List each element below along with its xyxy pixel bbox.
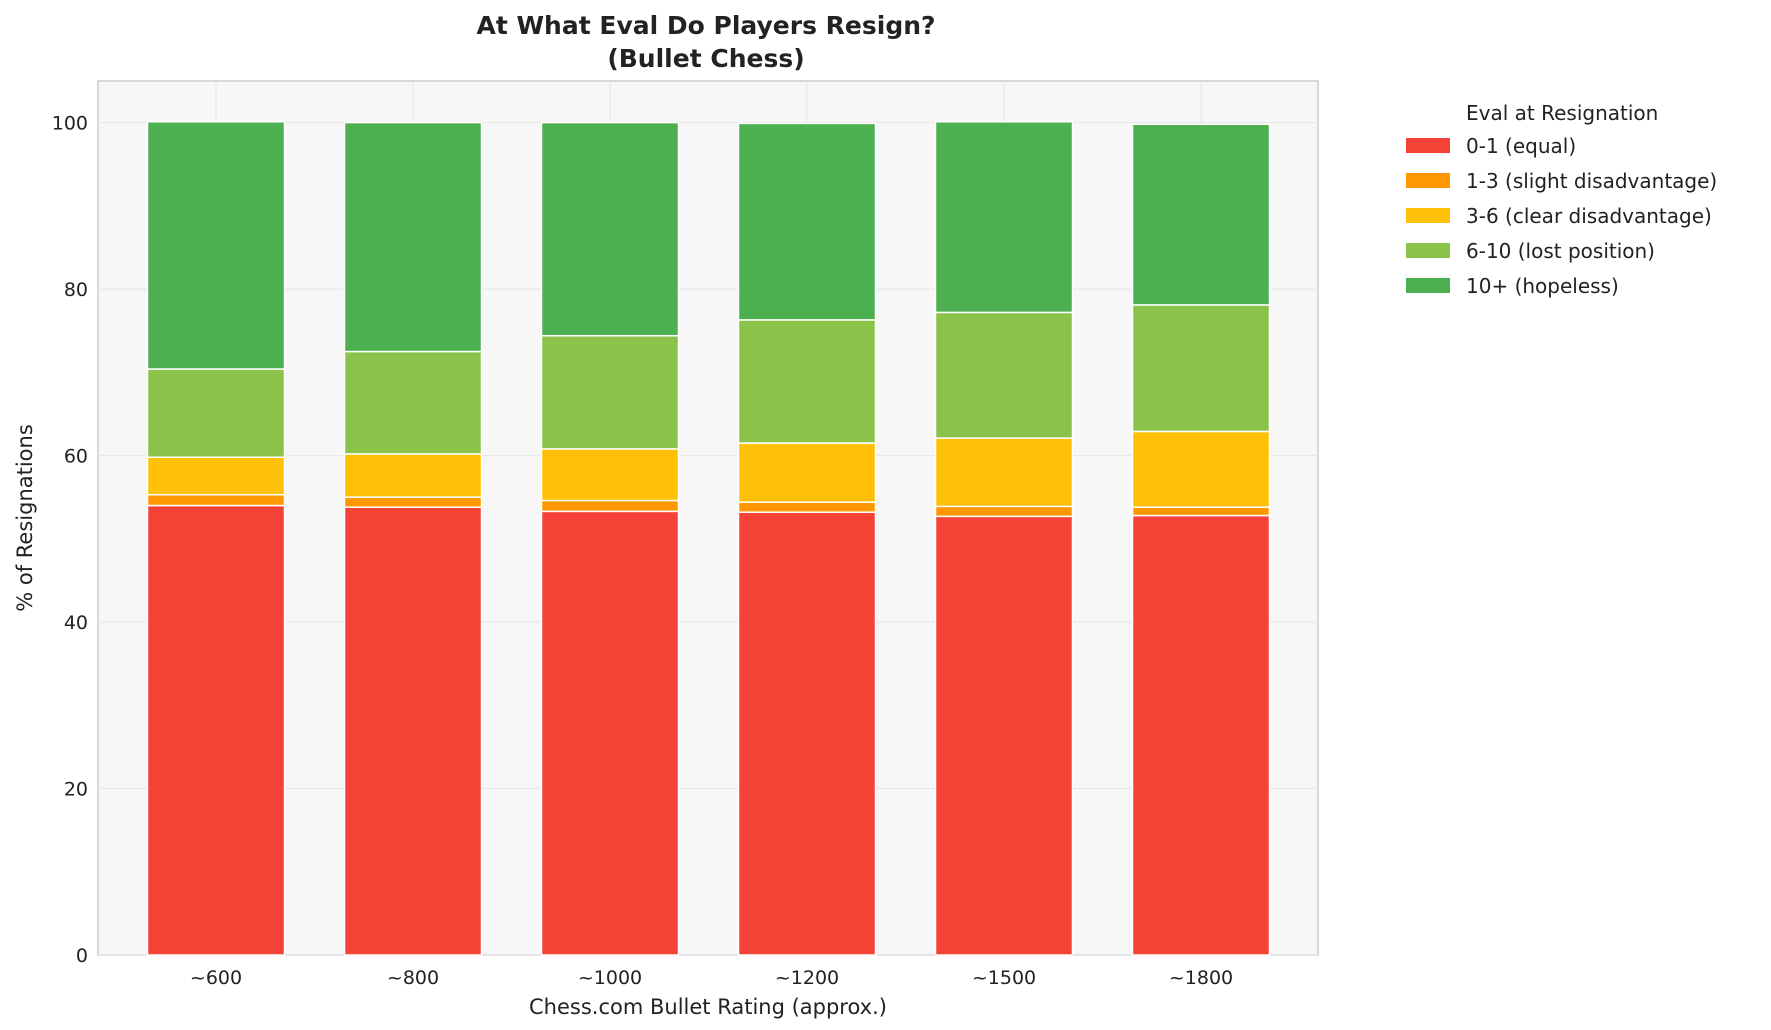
bar-segment [1131, 304, 1271, 433]
bar-segment [737, 442, 877, 503]
legend-swatch [1406, 173, 1450, 188]
bar-segment [540, 510, 680, 956]
bar-segment [934, 121, 1074, 314]
y-tick-label: 80 [64, 279, 88, 301]
bar-segment [1131, 430, 1271, 508]
y-ticks: 0 20 40 60 80 100 [52, 113, 88, 967]
bar-segment [1131, 123, 1271, 306]
bar-segment [1131, 506, 1271, 517]
x-ticks: ~600 ~800 ~1000 ~1200 ~1500 ~1800 [190, 967, 1233, 989]
bar-segment [343, 453, 483, 498]
plot-area [97, 80, 1319, 956]
legend-swatch [1406, 208, 1450, 223]
bar-segment [737, 319, 877, 444]
bar-segment [343, 350, 483, 455]
y-tick-label: 0 [76, 945, 88, 967]
legend-label: 10+ (hopeless) [1466, 274, 1619, 298]
bar-segment [540, 448, 680, 502]
legend-label: 3-6 (clear disadvantage) [1466, 204, 1712, 228]
legend-title: Eval at Resignation [1466, 101, 1658, 125]
legend-label: 6-10 (lost position) [1466, 239, 1655, 263]
y-tick-label: 60 [64, 446, 88, 468]
legend-label: 1-3 (slight disadvantage) [1466, 169, 1717, 193]
legend-swatch [1406, 243, 1450, 258]
x-axis-label: Chess.com Bullet Rating (approx.) [529, 995, 887, 1019]
bar-segment [934, 437, 1074, 508]
y-tick-label: 100 [52, 113, 88, 135]
bar-segment [934, 515, 1074, 956]
bar-segment [737, 511, 877, 956]
bar-segment [737, 501, 877, 513]
bar-segment [146, 493, 286, 507]
y-tick-label: 20 [64, 779, 88, 801]
bar-segment [934, 505, 1074, 518]
x-tick-label: ~800 [387, 967, 439, 989]
y-tick-label: 40 [64, 612, 88, 634]
bar-segment [146, 121, 286, 370]
legend-swatch [1406, 278, 1450, 293]
bar-segment [540, 121, 680, 337]
bar-segment [540, 334, 680, 450]
y-axis-label: % of Resignations [13, 424, 37, 612]
x-tick-label: ~600 [190, 967, 242, 989]
chart-subtitle: (Bullet Chess) [607, 44, 804, 73]
bar-segment [146, 456, 286, 496]
legend-swatch [1406, 138, 1450, 153]
bar-segment [540, 499, 680, 513]
legend-label: 0-1 (equal) [1466, 134, 1576, 158]
bar-segment [343, 496, 483, 508]
bar-segment [934, 311, 1074, 439]
x-tick-label: ~1800 [1169, 967, 1233, 989]
bar-segment [343, 506, 483, 956]
chart-title: At What Eval Do Players Resign? [476, 11, 935, 40]
x-tick-label: ~1200 [775, 967, 839, 989]
bar-segment [343, 121, 483, 353]
bars [146, 121, 1271, 956]
bar-segment [146, 368, 286, 458]
bar-segment [146, 504, 286, 956]
legend: Eval at Resignation 0-1 (equal) 1-3 (slig… [1406, 101, 1717, 298]
x-tick-label: ~1500 [972, 967, 1036, 989]
x-tick-label: ~1000 [578, 967, 642, 989]
bar-segment [1131, 514, 1271, 956]
bar-segment [737, 122, 877, 321]
